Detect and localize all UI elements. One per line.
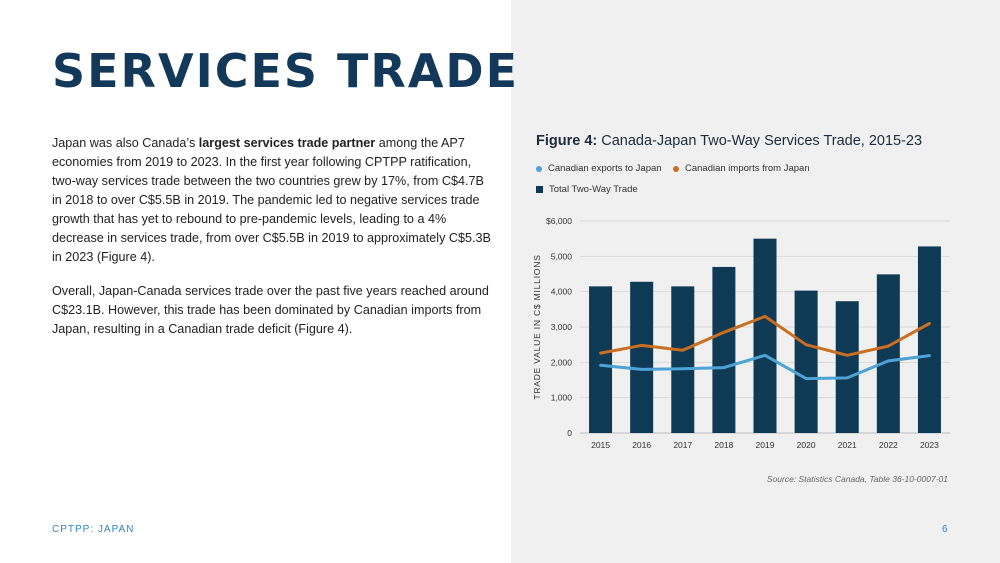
y-tick-label: 5,000 bbox=[551, 251, 573, 261]
legend-dot-exports bbox=[536, 165, 542, 172]
legend-square-total bbox=[536, 186, 543, 193]
x-tick-label: 2016 bbox=[632, 440, 651, 450]
bar-total-2018 bbox=[712, 266, 736, 433]
x-tick-label: 2022 bbox=[879, 440, 898, 450]
footer-label: CPTPP: JAPAN bbox=[52, 524, 135, 535]
figure-title-text: Canada-Japan Two-Way Services Trade, 201… bbox=[601, 133, 923, 149]
y-tick-label: 1,000 bbox=[551, 393, 573, 403]
legend-item-imports: Canadian imports from Japan bbox=[673, 163, 810, 174]
legend-item-total: Total Two-Way Trade bbox=[536, 184, 638, 195]
x-tick-label: 2015 bbox=[591, 440, 610, 450]
legend-item-exports: Canadian exports to Japan bbox=[536, 163, 662, 174]
y-tick-label: 4,000 bbox=[551, 287, 573, 297]
paragraph-1-emphasis: largest services trade partner bbox=[198, 136, 376, 150]
paragraph-1-end: among the AP7 economies from 2019 to 202… bbox=[52, 136, 491, 264]
x-tick-label: 2019 bbox=[756, 440, 775, 450]
legend-label-imports: Canadian imports from Japan bbox=[685, 163, 810, 174]
bar-total-2016 bbox=[630, 281, 654, 433]
bar-total-2019 bbox=[753, 238, 777, 433]
x-tick-label: 2020 bbox=[797, 440, 816, 450]
page-title: SERVICES TRADE bbox=[52, 44, 520, 98]
legend-label-exports: Canadian exports to Japan bbox=[548, 163, 662, 174]
services-trade-chart: 0 1,000 2,000 3,000 4,000 5,000 $6,000 TRADE VA… bbox=[532, 216, 950, 450]
bar-total-2023 bbox=[917, 246, 941, 433]
y-axis-title: TRADE VALUE IN C$ MILLIONS bbox=[532, 254, 542, 399]
x-tick-label: 2017 bbox=[673, 440, 692, 450]
legend-label-total: Total Two-Way Trade bbox=[549, 184, 638, 195]
y-tick-label: 0 bbox=[567, 428, 572, 438]
body-text: Japan was also Canada’s largest services… bbox=[52, 134, 492, 354]
line-exports bbox=[599, 353, 931, 381]
bar-total-2015 bbox=[589, 286, 613, 433]
y-tick-label: $6,000 bbox=[546, 216, 572, 226]
bar-total-2020 bbox=[794, 290, 818, 433]
paragraph-2: Overall, Japan-Canada services trade ove… bbox=[52, 284, 489, 336]
page-number: 6 bbox=[942, 524, 948, 535]
figure-title: Figure 4: Canada-Japan Two-Way Services … bbox=[536, 133, 922, 149]
paragraph-1-start: Japan was also Canada’s bbox=[52, 136, 199, 150]
x-tick-label: 2021 bbox=[838, 440, 857, 450]
bar-total-2021 bbox=[835, 301, 859, 433]
bar-total-2017 bbox=[671, 286, 695, 433]
bar-total-2022 bbox=[876, 274, 900, 433]
y-tick-label: 3,000 bbox=[551, 322, 573, 332]
x-tick-label: 2023 bbox=[920, 440, 939, 450]
chart-source: Source: Statistics Canada, Table 36-10-0… bbox=[766, 474, 948, 484]
paragraph-1: Japan was also Canada’s largest services… bbox=[52, 134, 492, 267]
y-tick-label: 2,000 bbox=[551, 357, 573, 367]
line-imports bbox=[599, 314, 931, 357]
x-tick-label: 2018 bbox=[714, 440, 733, 450]
legend-dot-imports bbox=[673, 165, 679, 172]
figure-label: Figure 4: bbox=[536, 133, 598, 149]
